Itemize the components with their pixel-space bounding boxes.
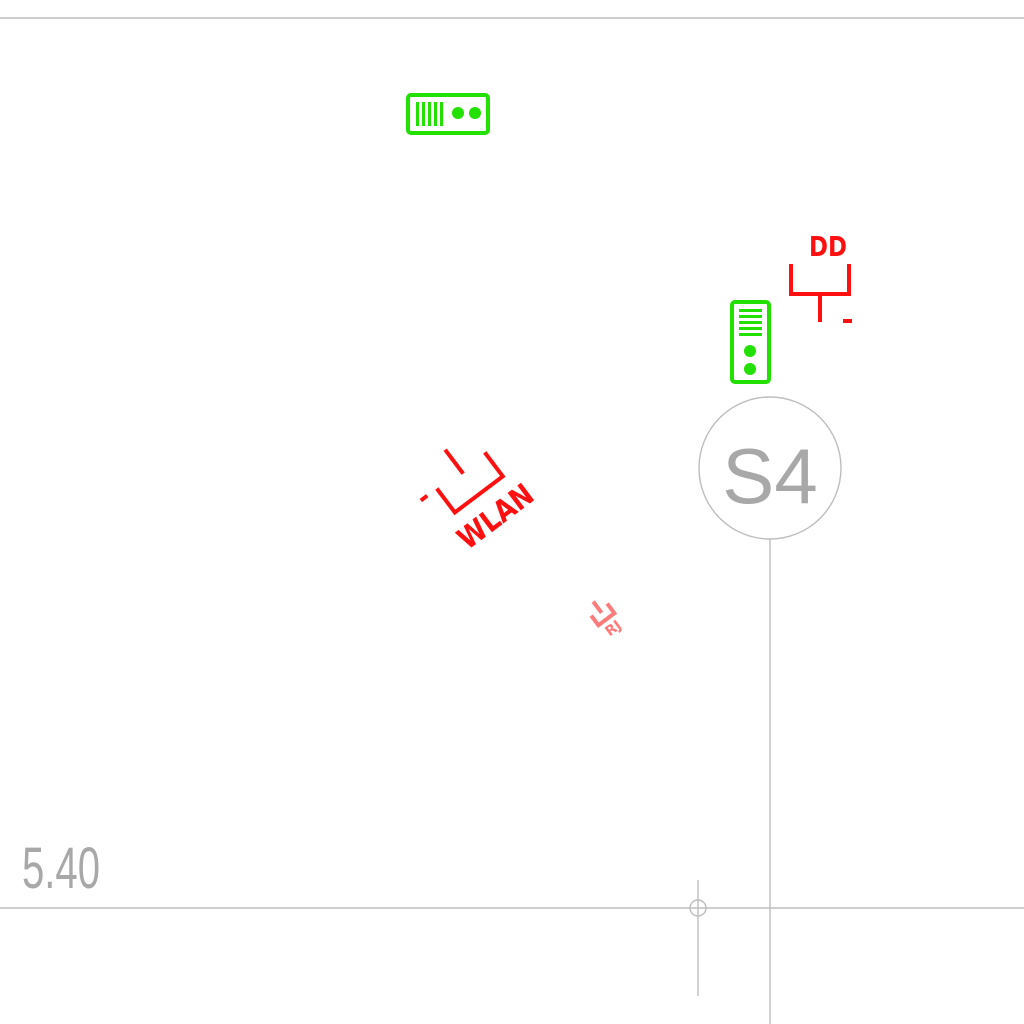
network-outlet-horizontal-icon xyxy=(406,93,490,135)
axis-label: S4 xyxy=(722,432,817,520)
data-socket-label: DD xyxy=(809,230,847,263)
level-crosshair-icon xyxy=(689,880,707,996)
network-outlet-vertical-icon xyxy=(730,300,771,384)
elevation-label: 5.40 xyxy=(22,836,100,901)
small-socket-icon: RJ xyxy=(589,600,625,640)
small-socket-label: RJ xyxy=(602,618,624,640)
wlan-socket-label: WLAN xyxy=(451,477,541,557)
data-socket-icon: DD xyxy=(789,230,852,323)
axis-marker: S4 xyxy=(698,396,842,1024)
wlan-socket-icon: WLAN xyxy=(419,448,541,557)
